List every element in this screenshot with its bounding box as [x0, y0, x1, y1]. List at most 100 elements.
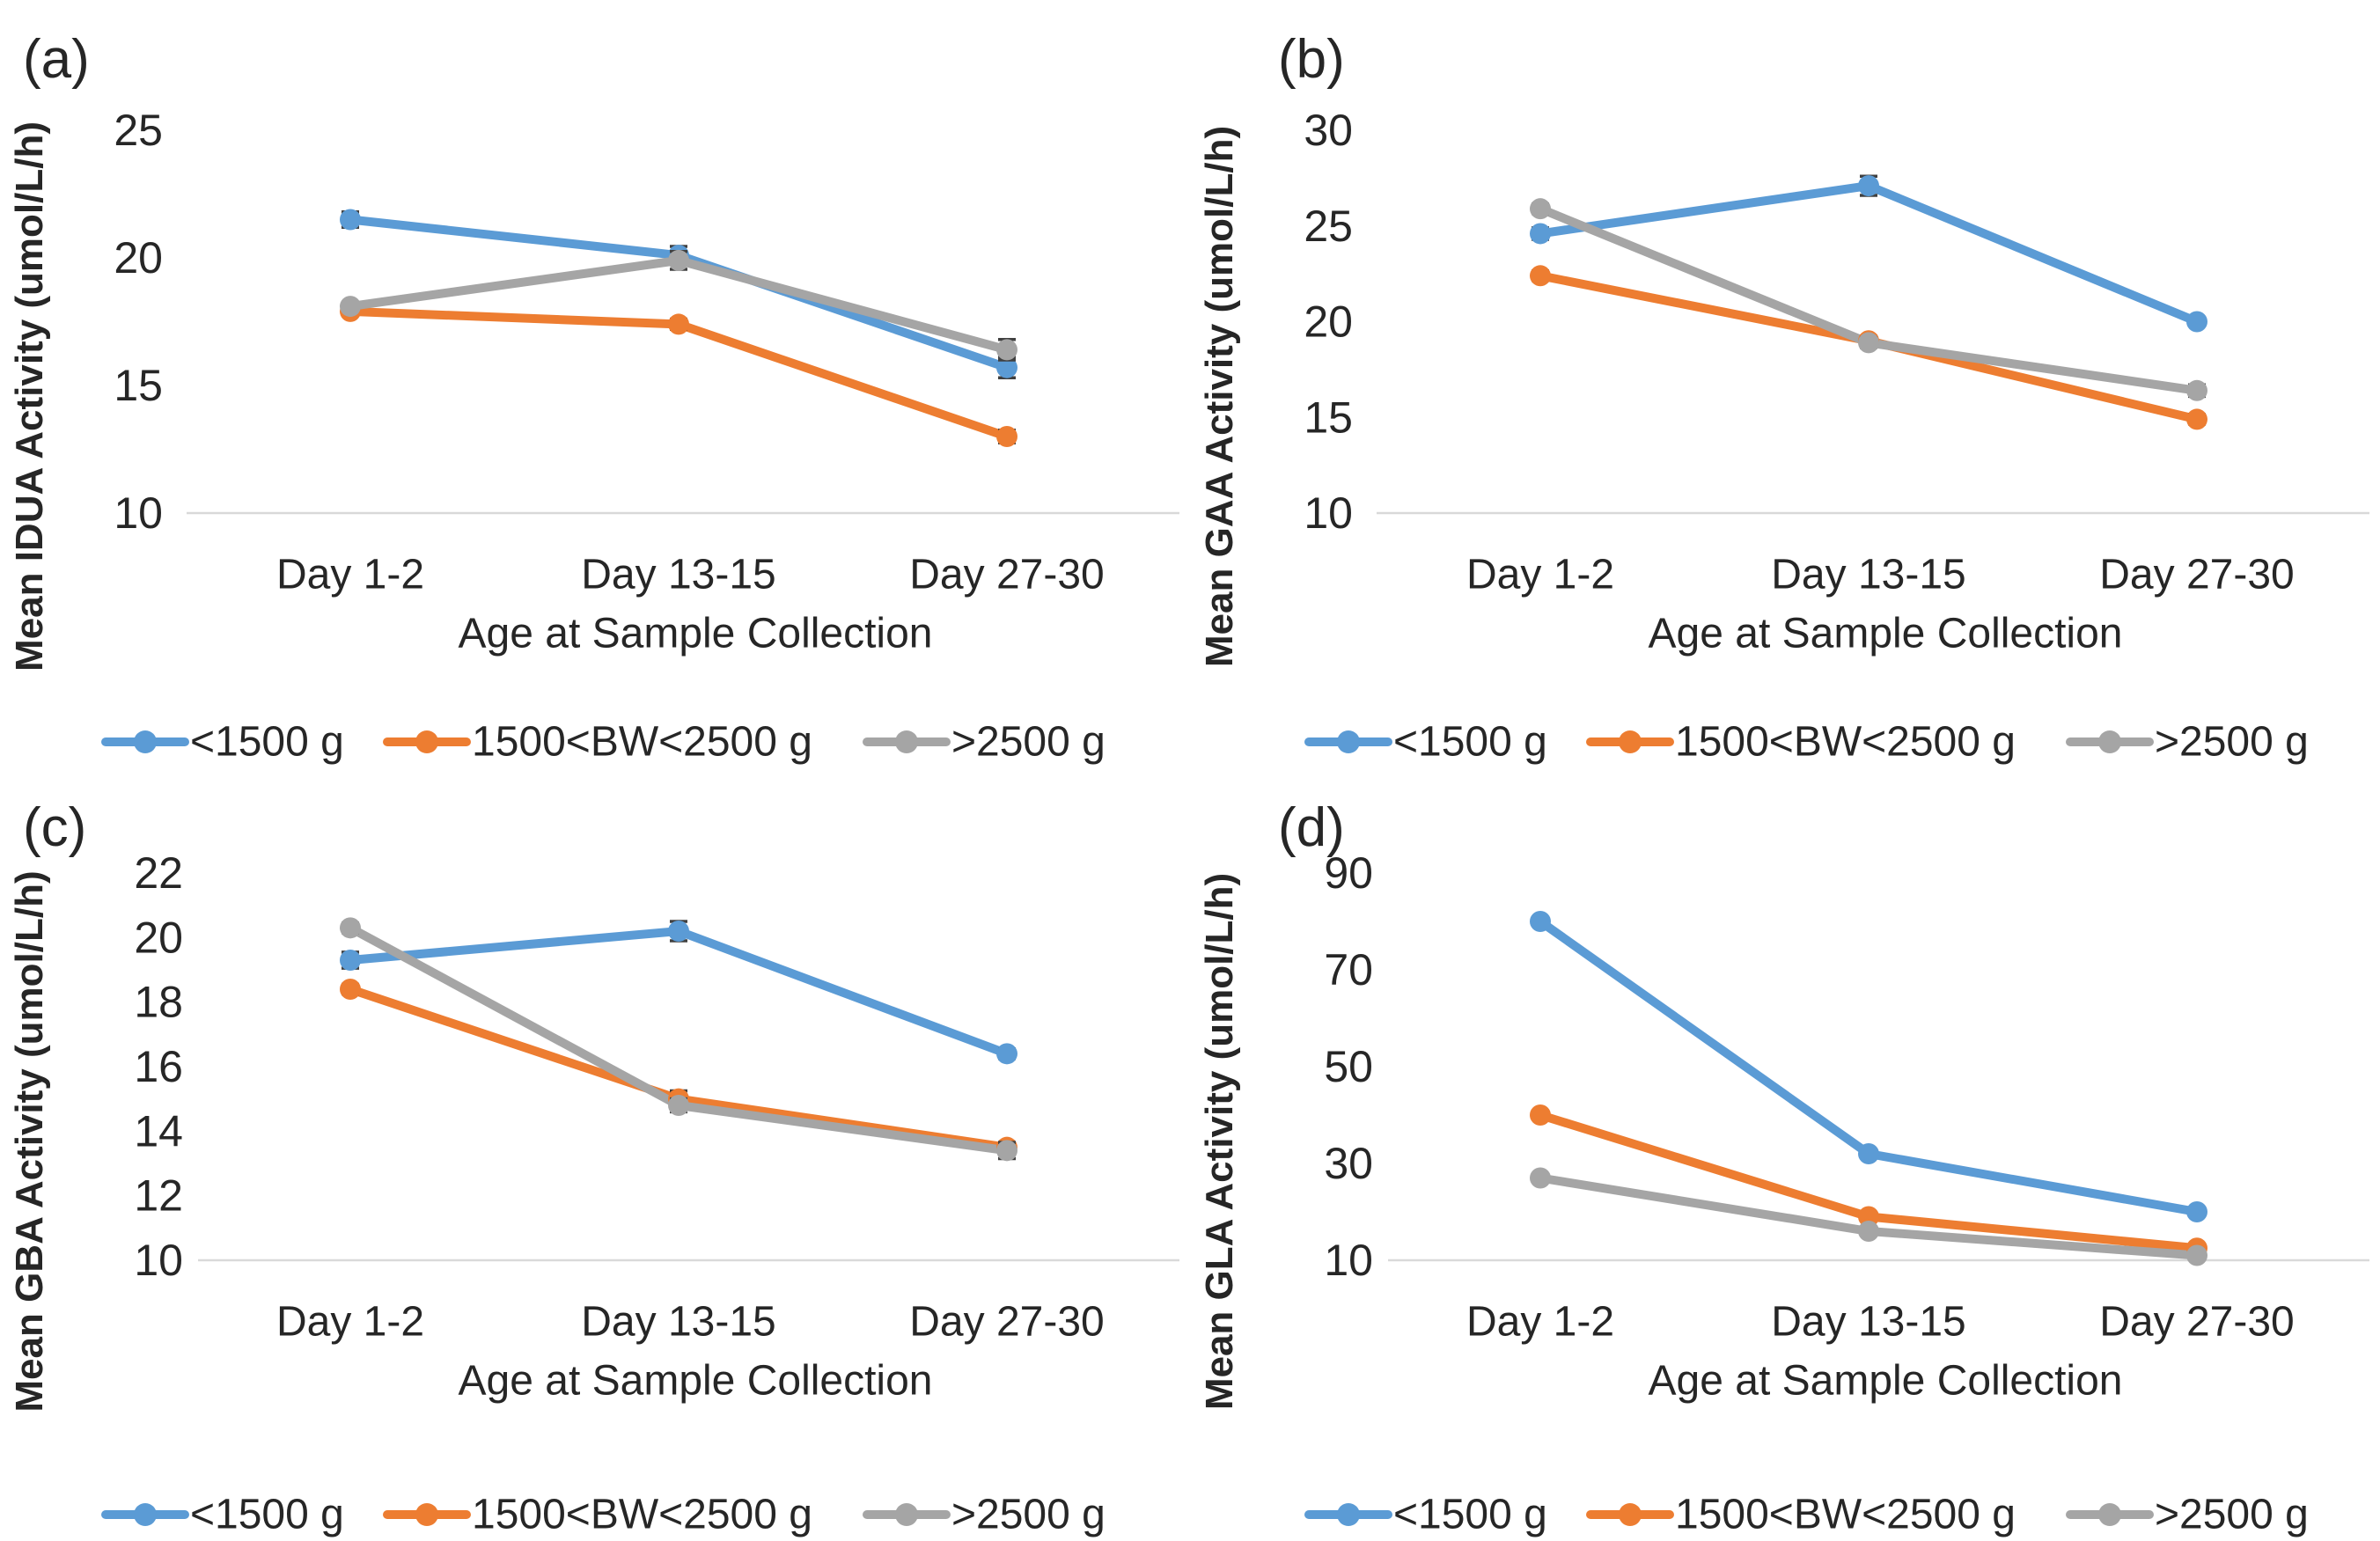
y-axis-title: Mean GLA Activity (umol/L/h) [1198, 873, 1241, 1410]
panel-letter: (c) [23, 797, 86, 858]
data-point-marker-1 [340, 979, 361, 1000]
data-point-marker-1 [1530, 1104, 1551, 1126]
legend-label: >2500 g [2155, 719, 2309, 766]
data-point-marker-0 [996, 1043, 1017, 1065]
data-point-marker-2 [996, 1140, 1017, 1162]
data-point-marker-0 [340, 209, 361, 231]
y-tick-label: 15 [1304, 393, 1353, 442]
data-point-marker-2 [1530, 1167, 1551, 1189]
x-tick-label: Day 1-2 [1466, 552, 1614, 598]
legend-marker-dot [415, 1503, 438, 1526]
panel-letter: (d) [1278, 797, 1345, 858]
panel-b: (b) Mean GAA Activity (umol/L/h) 30 25 20 15 1… [1190, 0, 2380, 771]
legend-marker-dot [1619, 1503, 1642, 1526]
legend-marker-dot [2098, 730, 2121, 753]
y-tick-label: 50 [1324, 1042, 1373, 1091]
legend-marker-dot [1337, 730, 1360, 753]
data-point-marker-2 [1858, 332, 1879, 354]
data-point-marker-1 [996, 426, 1017, 447]
legend-marker-dot [895, 730, 918, 753]
legend-label: <1500 g [1393, 1492, 1547, 1538]
panel-letter: (a) [23, 29, 90, 90]
data-point-marker-0 [2186, 1201, 2207, 1222]
y-tick-label: 25 [1304, 202, 1353, 251]
legend-label: <1500 g [190, 1492, 344, 1538]
legend-marker-dot [134, 730, 157, 753]
data-point-marker-2 [1530, 198, 1551, 220]
data-point-marker-2 [340, 296, 361, 318]
legend-marker-dot [895, 1503, 918, 1526]
data-point-marker-0 [340, 950, 361, 971]
data-point-marker-0 [2186, 311, 2207, 333]
legend-label: 1500<BW<2500 g [472, 719, 812, 766]
legend-label: >2500 g [951, 1492, 1106, 1538]
series-line-0 [1536, 181, 2201, 327]
legend-label: >2500 g [2155, 1492, 2309, 1538]
x-tick-label: Day 13-15 [581, 552, 775, 598]
y-axis-title: Mean GAA Activity (umol/L/h) [1198, 126, 1241, 667]
panel-b-chart: (b) Mean GAA Activity (umol/L/h) 30 25 20 15 1… [1198, 29, 2369, 766]
series-line-0 [1536, 917, 2201, 1216]
y-tick-label: 70 [1324, 945, 1373, 994]
series-line-2 [346, 923, 1011, 1156]
data-point-marker-1 [668, 313, 689, 335]
data-point-marker-0 [1858, 1143, 1879, 1164]
x-tick-label: Day 1-2 [1466, 1299, 1614, 1346]
x-axis-title: Age at Sample Collection [1649, 611, 2123, 657]
x-tick-label: Day 13-15 [1771, 1299, 1965, 1346]
data-point-marker-0 [668, 921, 689, 942]
y-tick-label: 20 [114, 233, 163, 283]
data-point-marker-2 [340, 917, 361, 939]
data-point-marker-2 [1858, 1221, 1879, 1242]
y-tick-label: 20 [1304, 297, 1353, 347]
y-axis-title: Mean IDUA Activity (umol/L/h) [8, 121, 51, 671]
data-point-marker-2 [2186, 1244, 2207, 1266]
legend-label: 1500<BW<2500 g [472, 1492, 812, 1538]
legend-marker-dot [134, 1503, 157, 1526]
y-tick-label: 18 [134, 978, 183, 1027]
y-tick-label: 10 [114, 488, 163, 538]
x-tick-label: Day 13-15 [581, 1299, 775, 1346]
data-point-marker-0 [1530, 223, 1551, 245]
y-tick-label: 10 [134, 1236, 183, 1285]
y-tick-label: 16 [134, 1042, 183, 1091]
legend-marker-dot [1337, 1503, 1360, 1526]
y-tick-label: 10 [1324, 1236, 1373, 1285]
y-tick-label: 30 [1304, 106, 1353, 155]
legend-label: <1500 g [190, 719, 344, 766]
y-axis-title: Mean GBA Activity (umol/L/h) [8, 870, 51, 1412]
data-point-marker-1 [1858, 1206, 1879, 1228]
y-tick-label: 25 [114, 106, 163, 155]
data-point-marker-2 [996, 339, 1017, 361]
x-tick-label: Day 13-15 [1771, 552, 1965, 598]
y-tick-label: 14 [134, 1106, 183, 1156]
data-point-marker-0 [996, 356, 1017, 378]
x-tick-label: Day 27-30 [909, 552, 1104, 598]
panel-a-chart: (a) Mean IDUA Activity (umol/L/h) 25 20 15 10… [8, 29, 1179, 766]
data-point-marker-1 [2186, 408, 2207, 430]
x-axis-title: Age at Sample Collection [1649, 1358, 2123, 1405]
data-point-marker-1 [1530, 265, 1551, 287]
panel-letter: (b) [1278, 29, 1345, 90]
y-tick-label: 15 [114, 361, 163, 410]
data-point-marker-0 [1858, 175, 1879, 197]
y-tick-label: 22 [134, 848, 183, 898]
x-tick-label: Day 1-2 [276, 552, 424, 598]
legend-marker-dot [415, 730, 438, 753]
data-point-marker-2 [668, 249, 689, 271]
y-tick-label: 12 [134, 1171, 183, 1221]
x-tick-label: Day 1-2 [276, 1299, 424, 1346]
legend-label: 1500<BW<2500 g [1675, 719, 2016, 766]
legend-label: 1500<BW<2500 g [1675, 1492, 2016, 1538]
x-axis-title: Age at Sample Collection [459, 1358, 933, 1405]
panel-c-chart: (c) Mean GBA Activity (umol/L/h) 22 20 18 16 1… [8, 797, 1179, 1538]
y-tick-label: 20 [134, 913, 183, 962]
data-point-marker-2 [2186, 379, 2207, 401]
data-point-marker-0 [1530, 911, 1551, 932]
x-tick-label: Day 27-30 [909, 1299, 1104, 1346]
panel-d: (d) Mean GLA Activity (umol/L/h) 90 70 50 30 1… [1190, 771, 2380, 1541]
data-point-marker-2 [668, 1095, 689, 1116]
x-tick-label: Day 27-30 [2099, 552, 2294, 598]
legend-label: <1500 g [1393, 719, 1547, 766]
